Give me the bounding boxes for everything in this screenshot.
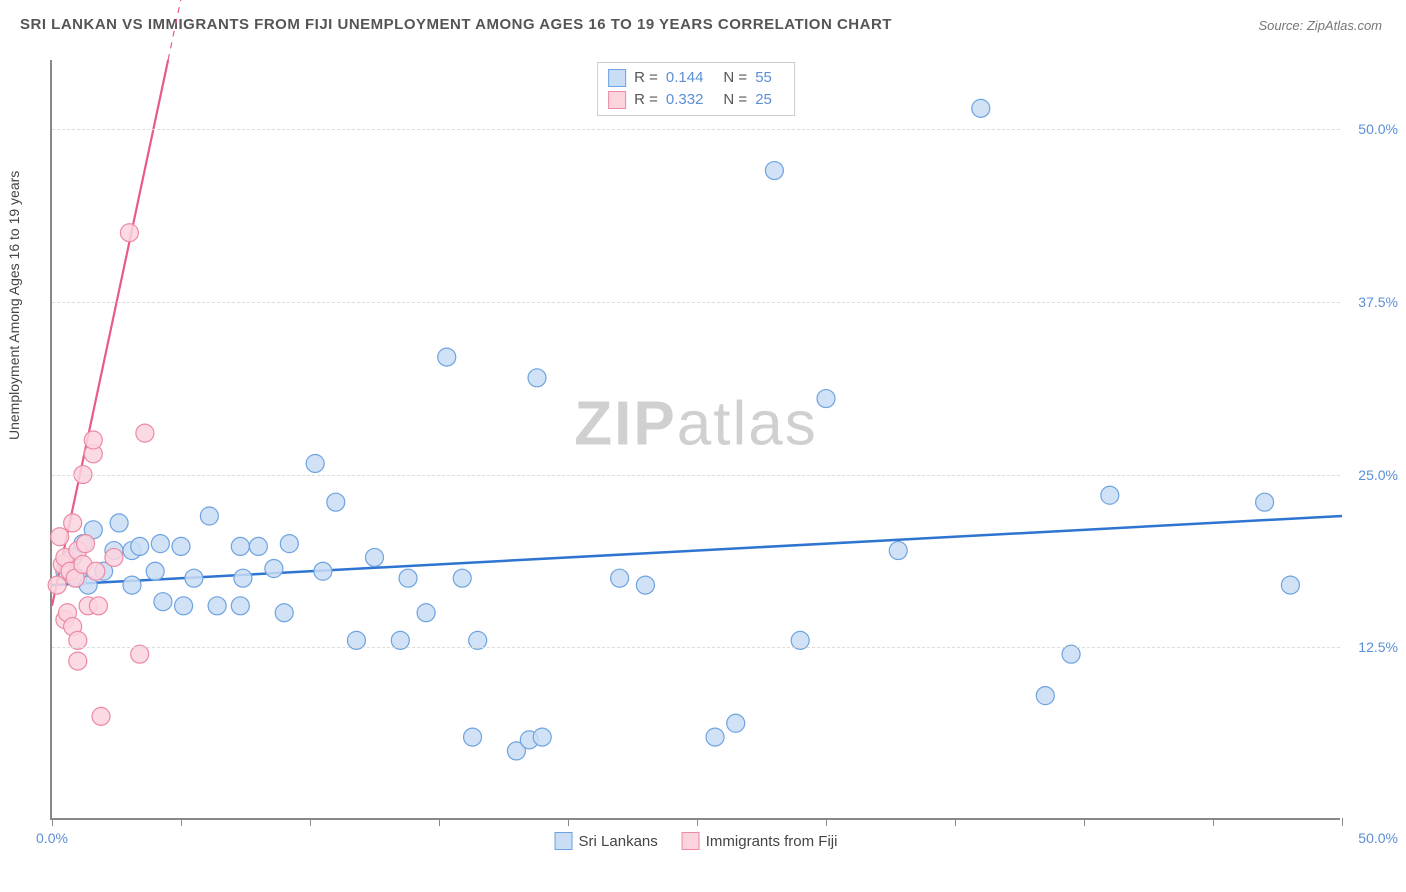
data-point [265,560,283,578]
y-tick-label: 50.0% [1358,121,1398,137]
data-point [765,162,783,180]
x-tick [181,818,182,826]
x-tick-label: 0.0% [36,830,68,846]
data-point [1281,576,1299,594]
data-point [120,224,138,242]
data-point [972,99,990,117]
n-value: 55 [755,67,772,89]
data-point [366,548,384,566]
data-point [611,569,629,587]
data-point [327,493,345,511]
x-tick [439,818,440,826]
plot-area: ZIPatlas R =0.144N =55R =0.332N =25 Sri … [50,60,1340,820]
data-point [69,652,87,670]
data-point [438,348,456,366]
data-point [151,535,169,553]
y-axis-label: Unemployment Among Ages 16 to 19 years [6,171,22,440]
data-point [306,454,324,472]
n-label: N = [723,67,747,89]
data-point [84,431,102,449]
r-value: 0.144 [666,67,704,89]
chart-svg [52,60,1340,818]
stats-legend-row: R = 0.332 N = 25 [608,89,784,111]
x-tick [568,818,569,826]
legend-label: Sri Lankans [579,833,658,850]
x-tick-label: 50.0% [1358,830,1398,846]
x-tick [52,818,53,826]
r-label: R = [634,89,658,111]
data-point [131,537,149,555]
data-point [1036,687,1054,705]
data-point [89,597,107,615]
data-point [92,707,110,725]
legend-swatch [608,69,626,87]
data-point [110,514,128,532]
data-point [208,597,226,615]
data-point [172,537,190,555]
data-point [706,728,724,746]
data-point [105,548,123,566]
data-point [1101,486,1119,504]
data-point [314,562,332,580]
data-point [154,593,172,611]
bottom-legend-item: Sri Lankans [555,832,658,850]
bottom-legend: Sri Lankans Immigrants from Fiji [555,832,838,850]
data-point [231,537,249,555]
data-point [533,728,551,746]
data-point [48,576,66,594]
source-attribution: Source: ZipAtlas.com [1258,18,1382,33]
gridline [52,302,1340,303]
legend-swatch [555,832,573,850]
r-label: R = [634,67,658,89]
bottom-legend-item: Immigrants from Fiji [682,832,838,850]
data-point [146,562,164,580]
x-tick [1213,818,1214,826]
data-point [64,514,82,532]
y-tick-label: 12.5% [1358,639,1398,655]
data-point [200,507,218,525]
legend-swatch [608,91,626,109]
data-point [234,569,252,587]
n-value: 25 [755,89,772,111]
y-tick-label: 37.5% [1358,294,1398,310]
x-tick [310,818,311,826]
x-tick [1084,818,1085,826]
data-point [280,535,298,553]
x-tick [955,818,956,826]
data-point [123,576,141,594]
chart-title: SRI LANKAN VS IMMIGRANTS FROM FIJI UNEMP… [20,16,892,33]
data-point [231,597,249,615]
data-point [399,569,417,587]
data-point [249,537,267,555]
data-point [87,562,105,580]
stats-legend: R = 0.144 N = 55 R = 0.332 N = 25 [597,62,795,116]
gridline [52,129,1340,130]
stats-legend-row: R = 0.144 N = 55 [608,67,784,89]
data-point [185,569,203,587]
data-point [464,728,482,746]
x-tick [1342,818,1343,826]
data-point [51,528,69,546]
n-label: N = [723,89,747,111]
r-value: 0.332 [666,89,704,111]
gridline [52,475,1340,476]
data-point [889,542,907,560]
legend-label: Immigrants from Fiji [706,833,838,850]
data-point [817,390,835,408]
legend-swatch [682,832,700,850]
data-point [275,604,293,622]
data-point [175,597,193,615]
data-point [136,424,154,442]
y-tick-label: 25.0% [1358,467,1398,483]
data-point [77,535,95,553]
data-point [636,576,654,594]
x-tick [826,818,827,826]
gridline [52,647,1340,648]
data-point [1256,493,1274,511]
data-point [417,604,435,622]
data-point [528,369,546,387]
data-point [727,714,745,732]
x-tick [697,818,698,826]
data-point [453,569,471,587]
